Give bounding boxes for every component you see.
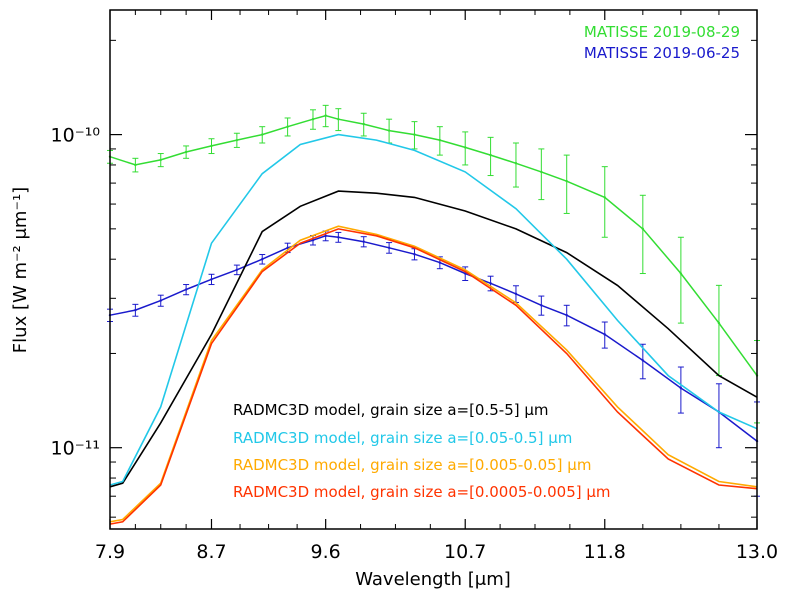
- x-tick-label: 11.8: [584, 541, 626, 563]
- data-point: [641, 227, 645, 231]
- data-point: [489, 153, 492, 157]
- plot-frame: [109, 9, 758, 530]
- data-point: [311, 238, 315, 242]
- data-point: [387, 246, 391, 249]
- data-point: [210, 144, 213, 148]
- series-line: [109, 228, 758, 525]
- data-point: [184, 150, 188, 154]
- data-point: [210, 278, 213, 281]
- y-tick-label: 10⁻¹⁰: [51, 125, 100, 147]
- data-point: [159, 158, 162, 162]
- data-point: [184, 288, 188, 291]
- series-matisse-2019-08-29: [107, 104, 760, 424]
- data-point: [134, 163, 137, 167]
- data-point: [324, 114, 327, 117]
- series-radmc3d-model-grain-size-a-0-0005-0-005-m: [109, 228, 758, 525]
- data-point: [413, 133, 416, 136]
- data-point: [438, 261, 442, 264]
- data-point: [565, 313, 568, 317]
- data-point: [641, 359, 645, 362]
- model-label-0.5-5: RADMC3D model, grain size a=[0.5-5] μm: [233, 401, 549, 419]
- series-radmc3d-model-grain-size-a-0-05-0-5-m: [109, 133, 758, 486]
- data-point: [717, 321, 721, 325]
- data-point: [514, 292, 518, 296]
- data-point: [286, 125, 289, 128]
- x-tick-label: 10.7: [444, 541, 486, 563]
- series-radmc3d-model-grain-size-a-0-5-5-m: [109, 190, 758, 488]
- data-point: [514, 162, 518, 165]
- data-point: [679, 386, 683, 390]
- error-bar: [487, 136, 494, 177]
- error-bar: [715, 383, 722, 449]
- data-point: [679, 272, 683, 275]
- x-tick-label: 8.7: [196, 541, 226, 563]
- series-line: [109, 133, 758, 486]
- error-bar: [677, 236, 684, 324]
- data-point: [362, 240, 365, 243]
- model-label-0.0005-0.005: RADMC3D model, grain size a=[0.0005-0.00…: [233, 483, 611, 501]
- model-label-0.005-0.05: RADMC3D model, grain size a=[0.005-0.05]…: [233, 456, 591, 474]
- data-point: [235, 268, 239, 271]
- data-point: [134, 308, 137, 312]
- data-point: [540, 170, 543, 174]
- x-tick-label: 7.9: [95, 541, 125, 563]
- x-tick-label: 9.6: [311, 541, 341, 563]
- axes-layer: 7.9 8.7 9.6 10.7 11.8 13.0 10⁻¹¹ 10⁻¹⁰: [51, 10, 778, 563]
- series-radmc3d-model-grain-size-a-0-005-0-05-m: [109, 225, 758, 523]
- error-bar: [563, 154, 570, 214]
- data-point: [413, 252, 416, 256]
- error-bar: [639, 194, 646, 275]
- data-point: [311, 117, 315, 121]
- y-axis-title: Flux [W m⁻² μm⁻¹]: [10, 187, 31, 353]
- data-point: [362, 122, 365, 126]
- model-label-0.05-0.5: RADMC3D model, grain size a=[0.05-0.5] μ…: [233, 429, 572, 447]
- data-point: [464, 146, 467, 149]
- error-bar: [601, 166, 608, 238]
- error-bar: [512, 142, 519, 188]
- data-point: [286, 246, 289, 249]
- data-point: [324, 234, 327, 238]
- data-point: [261, 133, 264, 136]
- data-point: [337, 236, 340, 239]
- x-tick-label: 13.0: [736, 541, 778, 563]
- data-point: [603, 333, 606, 336]
- data-point: [540, 304, 543, 307]
- legend-entry-matisse-2019-08-29: MATISSE 2019-08-29: [584, 23, 740, 41]
- legend-entry-matisse-2019-06-25: MATISSE 2019-06-25: [584, 44, 740, 62]
- data-point: [337, 117, 340, 121]
- model-labels: RADMC3D model, grain size a=[0.5-5] μm R…: [233, 401, 611, 501]
- data-point: [438, 138, 442, 142]
- error-bar: [677, 366, 684, 414]
- data-point: [235, 138, 239, 142]
- series-line: [109, 225, 758, 523]
- data-point: [565, 179, 568, 183]
- x-axis-title: Wavelength [μm]: [355, 569, 511, 590]
- y-tick-label: 10⁻¹¹: [51, 438, 100, 460]
- data-point: [159, 299, 162, 302]
- series-line: [109, 190, 758, 488]
- data-point: [489, 282, 492, 285]
- data-point: [603, 196, 606, 199]
- data-point: [387, 129, 391, 132]
- legend: MATISSE 2019-08-29 MATISSE 2019-06-25: [584, 23, 740, 62]
- error-bar: [538, 148, 545, 201]
- data-point: [261, 257, 264, 261]
